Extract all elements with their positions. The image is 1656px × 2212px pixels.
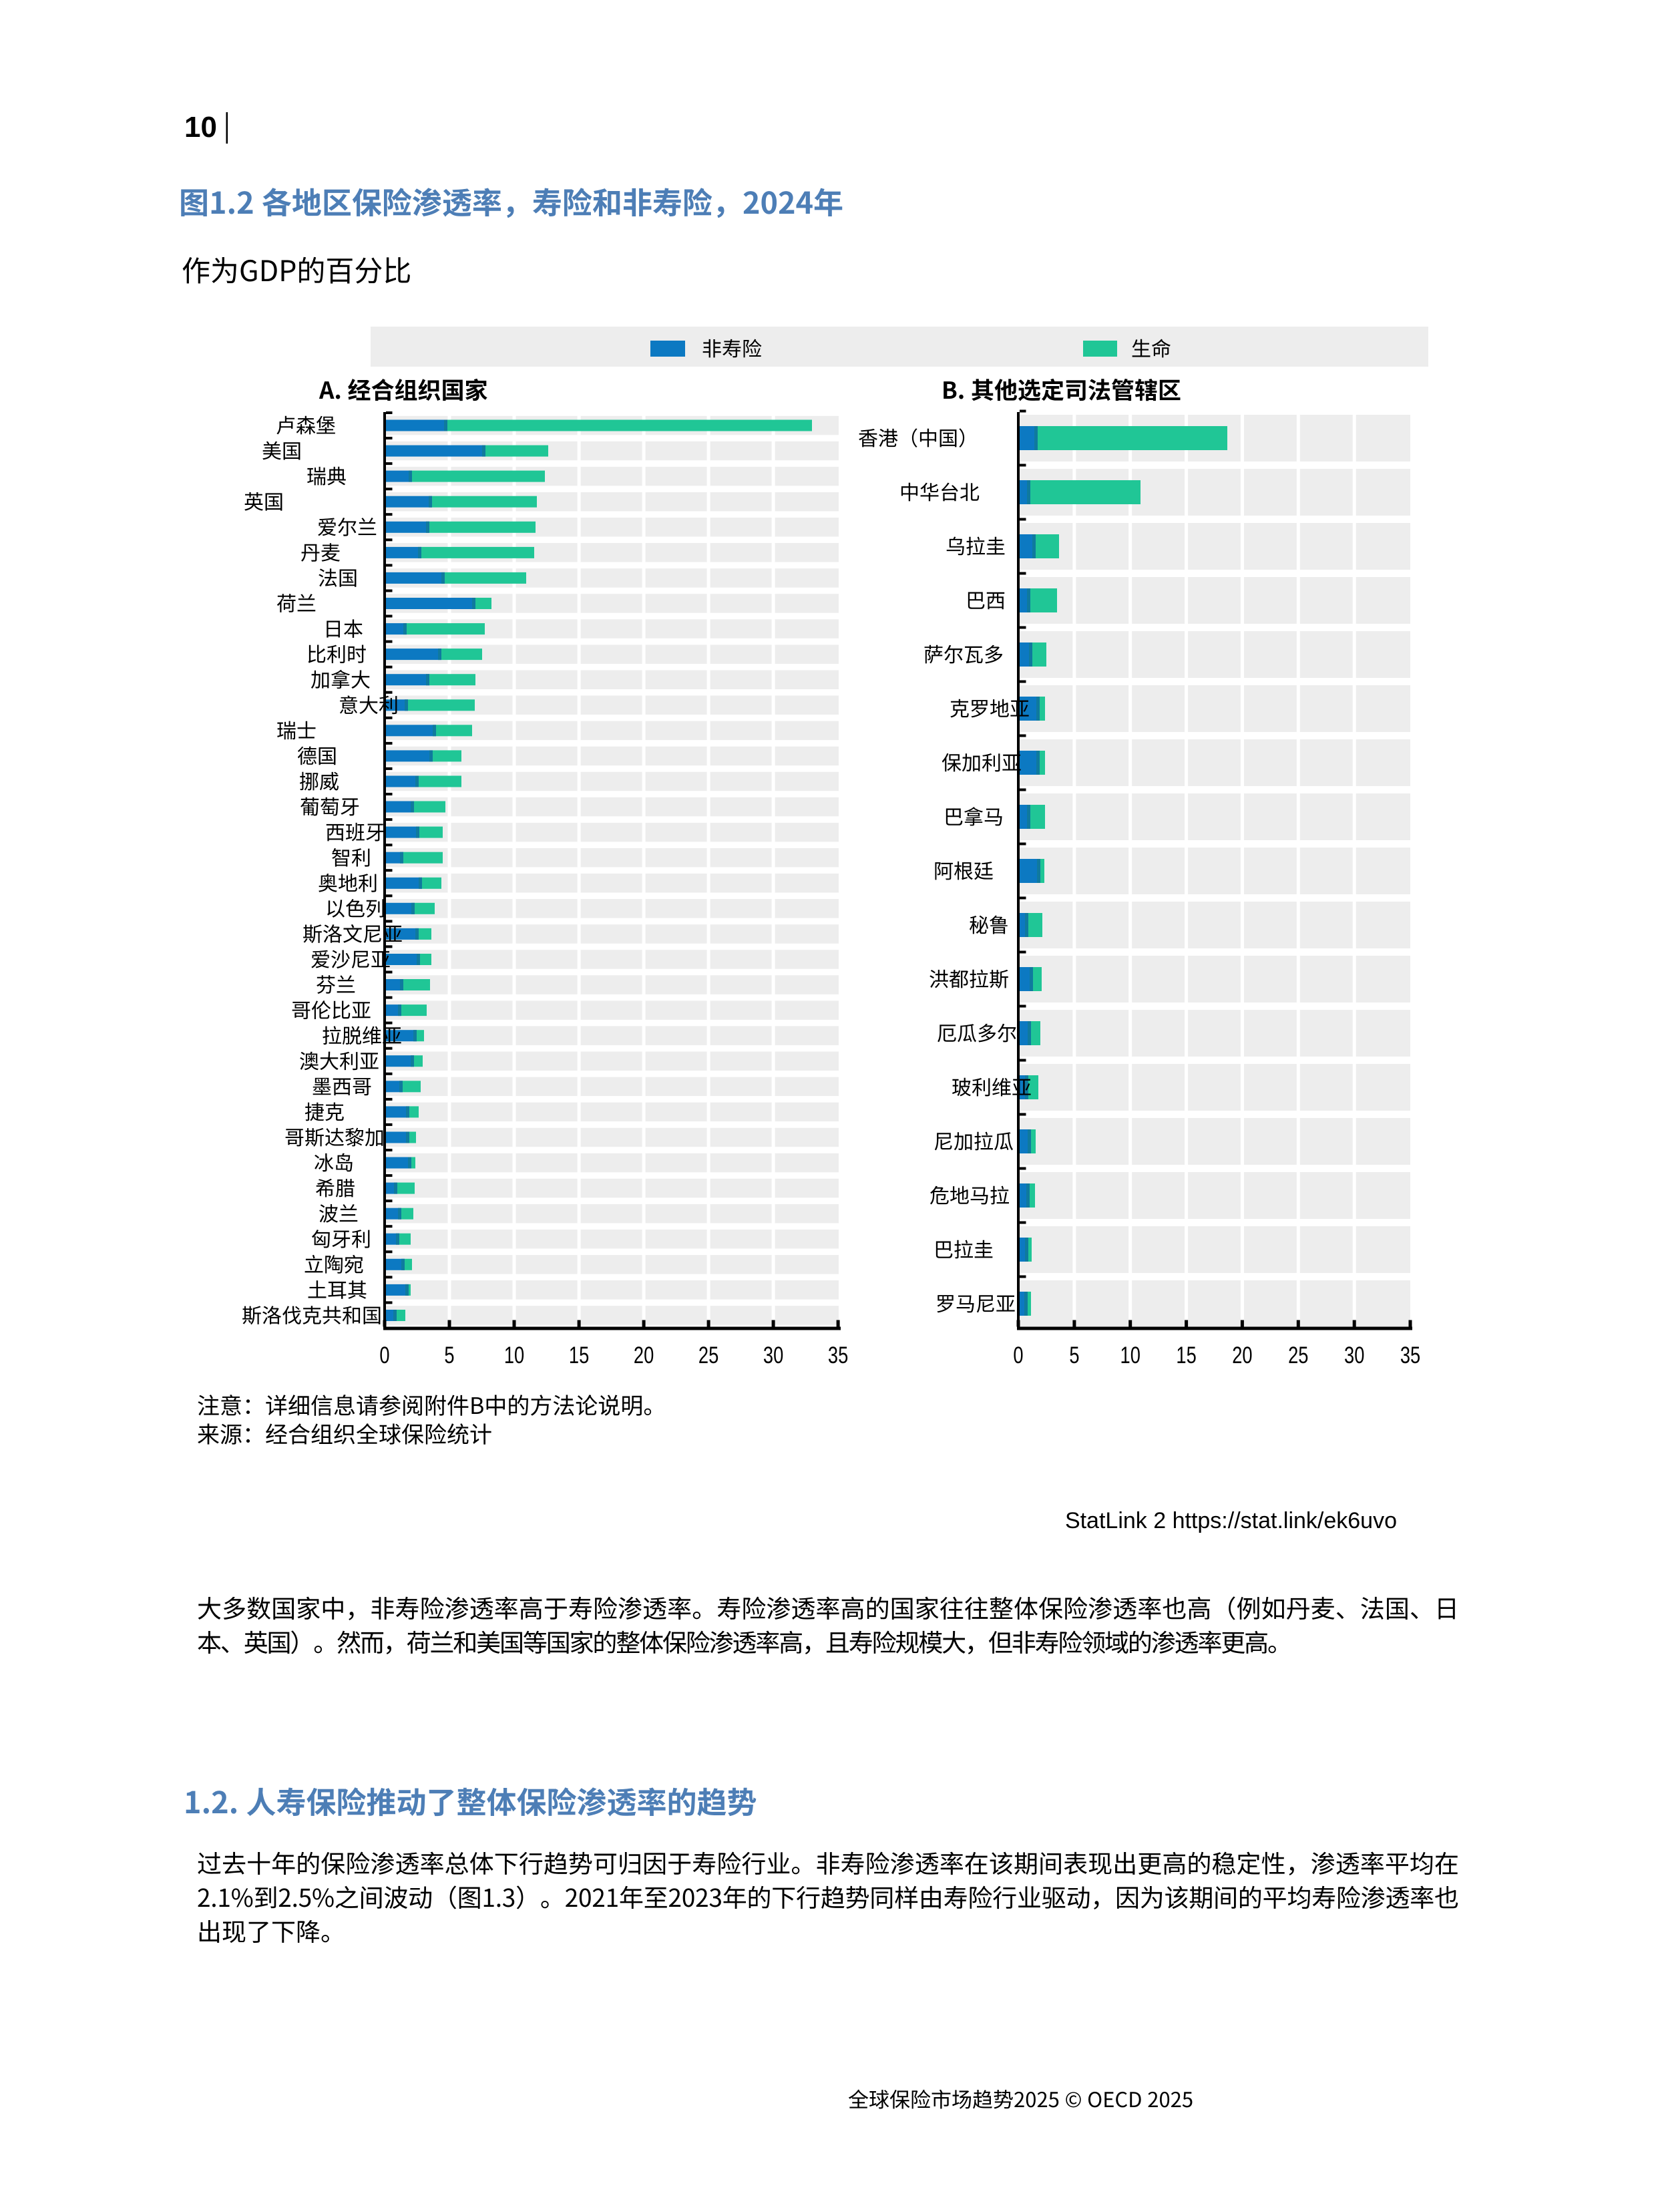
svg-text:10: 10	[1120, 1342, 1141, 1368]
svg-text:0: 0	[1013, 1342, 1023, 1368]
svg-text:15: 15	[1176, 1342, 1196, 1368]
svg-text:10: 10	[504, 1342, 524, 1368]
svg-text:25: 25	[1288, 1342, 1308, 1368]
svg-text:StatLink 2 https://stat.link/e: StatLink 2 https://stat.link/ek6uvo	[1065, 1508, 1397, 1533]
svg-text:0: 0	[379, 1342, 389, 1368]
svg-text:35: 35	[1400, 1342, 1420, 1368]
svg-text:5: 5	[444, 1342, 454, 1368]
svg-text:20: 20	[1232, 1342, 1252, 1368]
svg-text:15: 15	[569, 1342, 589, 1368]
svg-text:5: 5	[1069, 1342, 1079, 1368]
svg-text:25: 25	[698, 1342, 718, 1368]
svg-text:35: 35	[828, 1342, 848, 1368]
svg-text:30: 30	[1344, 1342, 1364, 1368]
svg-text:20: 20	[634, 1342, 654, 1368]
svg-text:30: 30	[763, 1342, 783, 1368]
svg-text:10: 10	[184, 111, 217, 144]
